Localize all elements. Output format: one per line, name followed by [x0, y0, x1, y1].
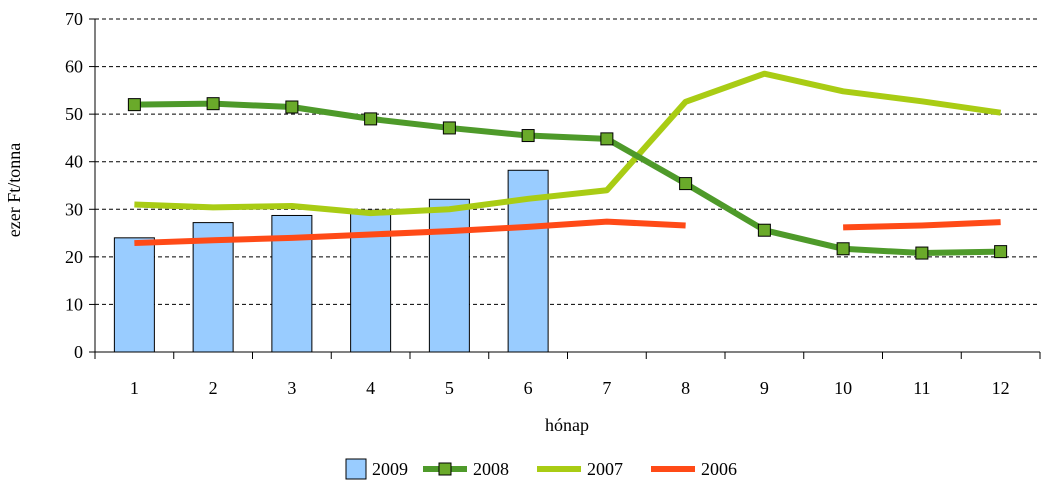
legend-label-2006: 2006	[701, 459, 737, 479]
line-2006	[843, 219, 1001, 231]
line-series-2008	[127, 97, 1008, 260]
point-2008-1	[127, 98, 141, 112]
x-tick-labels: 1 2 3 4 5 6 7 8 9 10 11 12	[130, 378, 1010, 398]
y-axis-title: ezer Ft/tonna	[4, 143, 24, 237]
bar-2009-5	[428, 198, 470, 353]
point-2008-2	[206, 97, 220, 111]
point-2008-4	[364, 112, 378, 126]
line-2006	[134, 218, 686, 247]
bar-2009-1	[113, 237, 155, 353]
y-tick-label: 0	[74, 342, 83, 362]
point-2008-7	[600, 132, 614, 146]
grid-lines	[95, 18, 1040, 305]
x-tick-label: 12	[992, 378, 1010, 398]
y-tick-label: 70	[65, 9, 83, 29]
point-2008-5	[442, 121, 456, 135]
x-axis-title: hónap	[545, 415, 589, 435]
point-2008-3	[285, 100, 299, 114]
x-tick-label: 9	[760, 378, 769, 398]
x-tick-label: 7	[602, 378, 611, 398]
x-tick-label: 10	[834, 378, 852, 398]
point-2008-12	[994, 245, 1008, 259]
legend-label-2009: 2009	[372, 459, 408, 479]
x-tick-label: 4	[366, 378, 375, 398]
x-tick-label: 6	[524, 378, 533, 398]
line-series-2006	[134, 218, 1001, 247]
y-tick-labels: 0 10 20 30 40 50 60 70	[65, 9, 83, 362]
x-tick-label: 1	[130, 378, 139, 398]
x-tick-label: 5	[445, 378, 454, 398]
y-tick-label: 20	[65, 247, 83, 267]
line-2007	[134, 70, 1002, 217]
x-tick-label: 8	[681, 378, 690, 398]
legend-item-2006: 2006	[651, 459, 737, 479]
line-series-2007	[134, 70, 1002, 217]
legend-label-2007: 2007	[587, 459, 623, 479]
legend-item-2008: 2008	[423, 459, 509, 479]
point-2008-8	[679, 177, 693, 191]
y-tick-label: 40	[65, 152, 83, 172]
point-2008-9	[757, 223, 771, 237]
line-series-group	[127, 70, 1008, 260]
x-tick-label: 11	[913, 378, 930, 398]
point-2008-11	[915, 246, 929, 260]
legend-label-2008: 2008	[473, 459, 509, 479]
x-tick-label: 2	[209, 378, 218, 398]
legend-item-2007: 2007	[537, 459, 623, 479]
x-tick-label: 3	[287, 378, 296, 398]
legend-swatch-2009	[345, 458, 367, 480]
point-2008-6	[521, 129, 535, 143]
bar-series-2009	[113, 169, 549, 353]
legend: 2009 2008 2007 2006	[345, 458, 737, 480]
y-tick-label: 10	[65, 294, 83, 314]
legend-item-2009: 2009	[345, 458, 408, 480]
y-tick-label: 60	[65, 57, 83, 77]
point-2008-10	[836, 242, 850, 256]
line-2008	[134, 100, 1001, 257]
axes	[89, 18, 1041, 359]
legend-marker-2008	[438, 462, 452, 476]
y-tick-label: 30	[65, 199, 83, 219]
y-tick-label: 50	[65, 104, 83, 124]
